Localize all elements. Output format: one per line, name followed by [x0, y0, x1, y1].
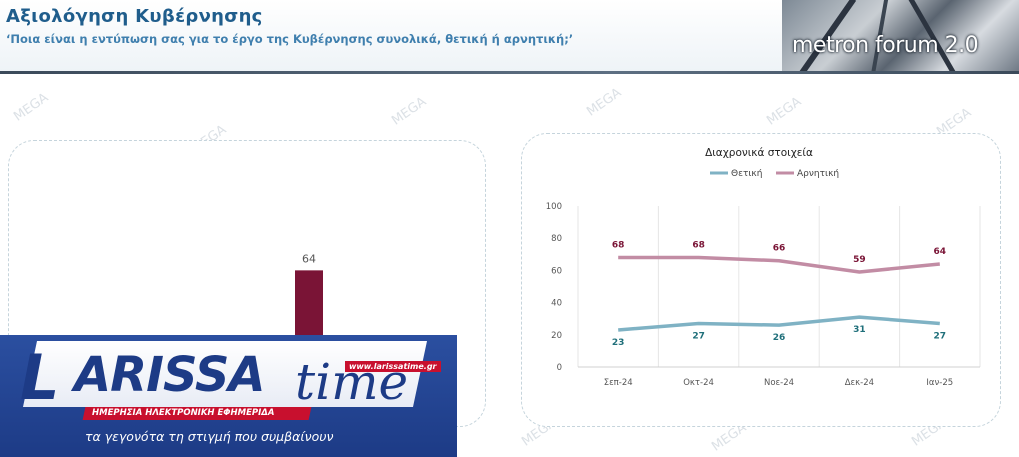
logo-text: metron forum 2.0	[792, 33, 979, 58]
ad-url[interactable]: www.larissatime.gr	[345, 361, 441, 372]
legend-label: Αρνητική	[797, 169, 839, 179]
x-tick-label: Σεπ-24	[604, 378, 633, 388]
x-tick-label: Νοε-24	[764, 378, 794, 388]
y-tick-label: 60	[551, 266, 562, 276]
x-tick-label: Δεκ-24	[845, 378, 874, 388]
chart-title: Διαχρονικά στοιχεία	[705, 147, 813, 159]
data-label: 59	[853, 255, 866, 265]
data-label: 68	[612, 241, 625, 251]
y-tick-label: 100	[546, 202, 562, 212]
x-tick-label: Οκτ-24	[683, 378, 714, 388]
legend-label: Θετική	[731, 169, 762, 179]
header-divider	[0, 71, 1019, 74]
x-tick-label: Ιαν-25	[926, 378, 953, 388]
line-chart-panel: Διαχρονικά στοιχεία Θετική Αρνητική 0 20 40 60…	[521, 133, 1001, 427]
y-tick-label: 0	[557, 363, 562, 373]
ad-tagline: ΗΜΕΡΗΣΙΑ ΗΛΕΚΤΡΟΝΙΚΗ ΕΦΗΜΕΡΙΔΑ	[92, 408, 275, 418]
page-subtitle: ‘Ποια είναι η εντύπωση σας για το έργο τ…	[6, 32, 574, 46]
data-label: 23	[612, 338, 625, 348]
y-tick-label: 20	[551, 331, 562, 341]
line-chart: Διαχρονικά στοιχεία Θετική Αρνητική 0 20 40 60…	[546, 147, 981, 388]
watermark: MEGA	[584, 85, 625, 120]
y-tick-label: 80	[551, 234, 562, 244]
ad-brand-name: ARISSA	[74, 347, 266, 403]
data-label: 27	[692, 332, 705, 342]
larissatime-banner[interactable]: L ARISSA time www.larissatime.gr ΗΜΕΡΗΣΙ…	[0, 335, 457, 457]
ad-brand-initial: L	[20, 341, 60, 414]
data-label: 64	[934, 247, 947, 257]
report-header: Αξιολόγηση Κυβέρνησης ‘Ποια είναι η εντύ…	[0, 0, 1019, 72]
y-tick-label: 40	[551, 299, 562, 309]
watermark: MEGA	[11, 90, 52, 125]
data-label: 31	[853, 325, 866, 335]
page-title: Αξιολόγηση Κυβέρνησης	[6, 6, 263, 27]
watermark: MEGA	[389, 94, 430, 129]
ad-slogan: τα γεγονότα τη στιγμή που συμβαίνουν	[85, 429, 334, 444]
series-line	[618, 315, 940, 332]
data-label: 68	[692, 241, 705, 251]
data-label: 26	[773, 333, 786, 343]
watermark: MEGA	[764, 94, 805, 129]
data-label: 27	[934, 332, 947, 342]
data-label: 66	[773, 244, 786, 254]
series-line	[618, 255, 940, 274]
bar-data-label: 64	[302, 252, 316, 265]
metron-forum-logo: metron forum 2.0	[782, 0, 1019, 72]
